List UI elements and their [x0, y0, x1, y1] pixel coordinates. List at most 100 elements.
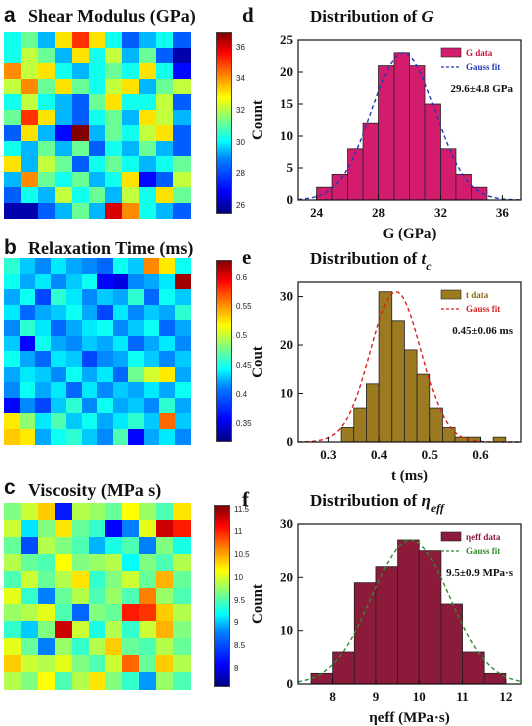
heatmap-cell: [88, 78, 107, 95]
heatmap-cell: [37, 536, 56, 555]
heatmap-cell: [37, 519, 56, 538]
heatmap-cell: [139, 140, 157, 157]
heatmap-cell: [50, 258, 67, 275]
heatmap-title-relaxation: Relaxation Time (ms): [28, 238, 194, 258]
heatmap-cell: [54, 202, 73, 219]
heatmap-cell: [35, 320, 52, 337]
heatmap-cell: [88, 503, 107, 521]
heatmap-cell: [112, 397, 129, 414]
heatmap-cell: [139, 638, 157, 656]
heatmap-cell: [20, 125, 39, 142]
heatmap-cell: [4, 428, 21, 445]
heatmap-cell: [4, 320, 21, 337]
heatmap-cell: [4, 397, 21, 414]
heatmap-cell: [156, 156, 174, 173]
heatmap-cell: [139, 672, 157, 690]
histogram-bar: [462, 651, 485, 685]
heatmap-cell: [88, 604, 107, 622]
heatmap-cell: [156, 638, 174, 656]
heatmap-cell: [37, 202, 56, 219]
heatmap-cell: [105, 655, 123, 673]
heatmap-cell: [105, 109, 123, 126]
heatmap-cell: [35, 335, 52, 352]
heatmap-cell: [54, 638, 73, 656]
heatmap-cell: [19, 320, 36, 337]
heatmap-cell: [139, 202, 157, 219]
heatmap-cell: [128, 335, 145, 352]
heatmap-title-viscosity: Viscosity (MPa s): [28, 480, 162, 500]
heatmap-cell: [105, 519, 123, 538]
heatmap-cell: [112, 335, 129, 352]
heatmap-cell: [20, 63, 39, 80]
heatmap-cell: [159, 273, 176, 290]
heatmap-cell: [37, 47, 56, 64]
heatmap-cell: [4, 140, 22, 157]
heatmap-cell: [139, 587, 157, 606]
heatmap-cell: [20, 503, 39, 521]
heatmap-cell: [128, 413, 145, 430]
heatmap-cell: [81, 304, 98, 321]
heatmap-cell: [97, 428, 114, 445]
y-axis-label: Count: [250, 584, 266, 624]
heatmap-cell: [159, 351, 176, 368]
heatmap-cell: [143, 413, 160, 430]
histogram-bar: [391, 320, 405, 443]
panel-letter: f: [242, 487, 250, 511]
y-tick-label: 10: [280, 386, 293, 401]
heatmap-cell: [156, 604, 174, 622]
heatmap-cell: [66, 366, 83, 383]
heatmap-cell: [66, 397, 83, 414]
heatmap-cell: [122, 570, 140, 589]
heatmap-cell: [20, 156, 39, 173]
heatmap-cell: [4, 63, 22, 80]
heatmap-cell: [105, 503, 123, 521]
heatmap-cell: [174, 413, 191, 430]
x-tick-label: 10: [413, 689, 426, 704]
heatmap-cell: [20, 47, 39, 64]
colorbar-relaxation: [216, 260, 232, 442]
heatmap-cell: [88, 63, 107, 80]
heatmap-cell: [88, 536, 107, 555]
heatmap-cell: [4, 156, 22, 173]
colorbar-shear: [216, 32, 232, 214]
chart-title: Distribution of tc: [310, 249, 432, 273]
heatmap-cell: [35, 366, 52, 383]
heatmap-cell: [156, 553, 174, 572]
heatmap-cell: [139, 109, 157, 126]
heatmap-cell: [54, 94, 73, 111]
heatmap-cell: [71, 140, 90, 157]
heatmap-cell: [128, 351, 145, 368]
heatmap-cell: [81, 413, 98, 430]
colorbar-tick-label: 0.35: [236, 419, 252, 429]
heatmap-cell: [97, 413, 114, 430]
heatmap-cell: [81, 351, 98, 368]
heatmap-cell: [71, 171, 90, 188]
heatmap-cell: [4, 638, 22, 656]
heatmap-cell: [173, 140, 191, 157]
heatmap-cell: [35, 351, 52, 368]
heatmap-cell: [112, 382, 129, 399]
heatmap-cell: [139, 604, 157, 622]
plot-frame: [297, 39, 522, 201]
heatmap-cell: [174, 289, 191, 306]
histogram-bar: [331, 173, 348, 201]
heatmap-cell: [159, 320, 176, 337]
heatmap-cell: [4, 570, 22, 589]
heatmap-cell: [50, 413, 67, 430]
heatmap-cell: [66, 382, 83, 399]
heatmap-cell: [139, 47, 157, 64]
heatmap-cell: [37, 78, 56, 95]
heatmap-cell: [35, 258, 52, 275]
heatmap-cell: [37, 638, 56, 656]
heatmap-cell: [50, 320, 67, 337]
heatmap-cell: [105, 621, 123, 639]
heatmap-cell: [173, 570, 191, 589]
heatmap-cell: [71, 536, 90, 555]
heatmap-cell: [105, 78, 123, 95]
heatmap-cell: [71, 655, 90, 673]
heatmap-cell: [174, 304, 191, 321]
heatmap-cell: [156, 125, 174, 142]
histogram-f: f Distribution of ηeff 8 9 10 11 12 0 10 20 30 ηeff…: [242, 487, 522, 726]
heatmap-cell: [112, 258, 129, 275]
heatmap-cell: [143, 382, 160, 399]
